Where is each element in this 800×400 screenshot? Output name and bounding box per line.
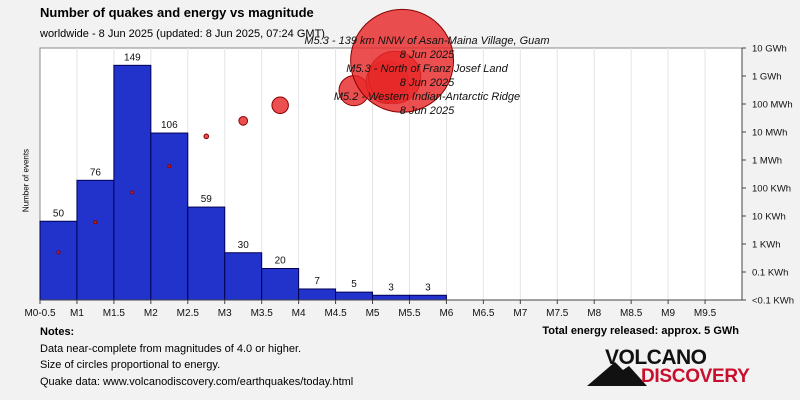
- bar-value-label: 76: [90, 167, 102, 178]
- x-tick-label: M8.5: [620, 308, 643, 319]
- x-tick-label: M4.5: [324, 308, 347, 319]
- energy-tick-label: 0.1 KWh: [752, 268, 788, 279]
- energy-circle: [238, 116, 249, 126]
- notes-heading: Notes:: [40, 326, 75, 338]
- bar-value-label: 149: [124, 52, 141, 63]
- bar-value-label: 20: [275, 256, 287, 267]
- logo-text-discovery: DISCOVERY: [641, 366, 750, 387]
- volcano-icon: [587, 362, 647, 386]
- energy-tick-label: 10 KWh: [752, 212, 786, 223]
- x-tick-label: M4: [292, 308, 306, 319]
- x-tick-label: M0-0.5: [24, 308, 56, 319]
- x-tick-label: M9.5: [694, 308, 717, 319]
- quake-annotation: M5.2 - Western Indian-Antarctic Ridge: [334, 91, 520, 103]
- x-tick-label: M2.5: [177, 308, 200, 319]
- bar-value-label: 7: [314, 276, 320, 287]
- x-tick-label: M5: [366, 308, 380, 319]
- bar-value-label: 50: [53, 208, 65, 219]
- x-tick-label: M7: [513, 308, 527, 319]
- logo-text-volcano: VOLCANO: [605, 346, 707, 369]
- quake-annotation: M5.3 - North of Franz Josef Land: [346, 63, 508, 75]
- quake-annotation: M5.3 - 139 km NNW of Asan-Maina Village,…: [304, 35, 549, 47]
- energy-circle: [130, 190, 135, 195]
- bar: [261, 268, 300, 301]
- bar: [335, 291, 374, 301]
- quake-annotation-date: 8 Jun 2025: [400, 105, 455, 117]
- energy-tick-label: 10 MWh: [752, 128, 787, 139]
- x-tick-label: M1.5: [103, 308, 126, 319]
- energy-circle: [56, 250, 61, 255]
- energy-tick-label: 1 GWh: [752, 72, 782, 83]
- x-tick-label: M3.5: [251, 308, 274, 319]
- energy-circle: [167, 164, 172, 169]
- x-tick-label: M8: [587, 308, 601, 319]
- note-line: Data near-complete from magnitudes of 4.…: [40, 342, 302, 355]
- chart-title: Number of quakes and energy vs magnitude: [40, 5, 314, 20]
- bar: [76, 179, 115, 301]
- total-energy-label: Total energy released: approx. 5 GWh: [542, 325, 739, 337]
- energy-tick-label: 10 GWh: [752, 44, 787, 55]
- energy-circle: [203, 133, 210, 140]
- x-tick-label: M2: [144, 308, 158, 319]
- volcanodiscovery-logo[interactable]: VOLCANO DISCOVERY: [587, 346, 757, 388]
- bar: [150, 132, 189, 301]
- energy-tick-label: 100 KWh: [752, 184, 791, 195]
- quake-annotation-date: 8 Jun 2025: [400, 49, 455, 61]
- x-tick-label: M5.5: [398, 308, 421, 319]
- note-line: Quake data: www.volcanodiscovery.com/ear…: [40, 375, 354, 388]
- notes-block: Notes: Data near-complete from magnitude…: [40, 324, 353, 390]
- bar: [39, 220, 78, 301]
- note-line: Size of circles proportional to energy.: [40, 359, 221, 371]
- bar: [298, 288, 337, 301]
- bar-value-label: 106: [161, 120, 178, 131]
- bar-value-label: 30: [238, 240, 250, 251]
- energy-tick-label: <0.1 KWh: [752, 296, 794, 307]
- bar: [372, 294, 410, 301]
- bar-value-label: 3: [388, 282, 394, 293]
- x-tick-label: M1: [70, 308, 84, 319]
- bar-value-label: 3: [425, 282, 431, 293]
- bar: [113, 64, 152, 301]
- bar-value-label: 5: [351, 279, 357, 290]
- energy-circle: [93, 220, 98, 225]
- bar: [408, 294, 447, 301]
- x-tick-label: M6.5: [472, 308, 495, 319]
- quake-annotation-date: 8 Jun 2025: [400, 77, 455, 89]
- x-tick-label: M7.5: [546, 308, 569, 319]
- x-tick-label: M9: [661, 308, 675, 319]
- bar: [224, 252, 263, 301]
- bar: [187, 206, 226, 301]
- energy-tick-label: 1 MWh: [752, 156, 782, 167]
- energy-tick-label: 100 MWh: [752, 100, 793, 111]
- quake-chart: 50 76 149 106 59 30 20 7 5 3 3 M0-0.5 M1 M1.5 M2 M2.5 M3…: [24, 8, 794, 319]
- energy-tick-label: 1 KWh: [752, 240, 781, 251]
- energy-circle: [271, 96, 289, 115]
- bar-value-label: 59: [201, 194, 213, 205]
- chart-subtitle: worldwide - 8 Jun 2025 (updated: 8 Jun 2…: [40, 28, 325, 40]
- x-tick-label: M6: [439, 308, 453, 319]
- x-tick-label: M3: [218, 308, 232, 319]
- energy-circle: [350, 8, 455, 113]
